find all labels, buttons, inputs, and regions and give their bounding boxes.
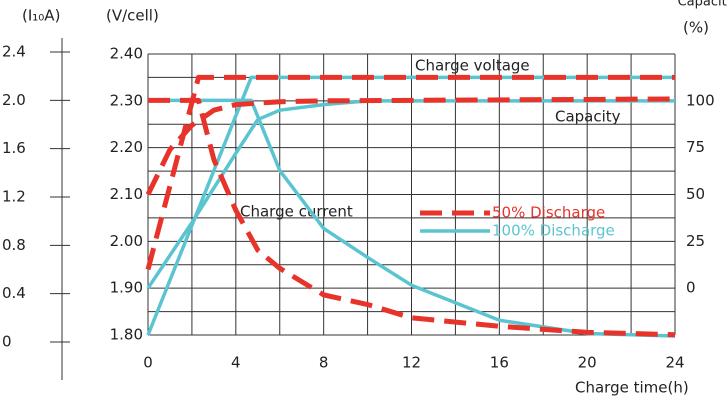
y3-tick-label: 1.2 (2, 188, 26, 206)
annotation: Charge voltage (415, 57, 530, 75)
y3-tick-label: 2.0 (2, 91, 26, 109)
x-axis-label: Charge time(h) (575, 379, 689, 397)
x-tick-label: 8 (319, 354, 329, 372)
current-axis-label: (I₁₀A) (22, 7, 60, 25)
y2-tick-label: 75 (686, 138, 705, 156)
y-tick-label: 2.30 (110, 91, 143, 109)
x-tick-label: 16 (490, 354, 509, 372)
y3-tick-label: 1.6 (2, 139, 26, 157)
series-line (145, 96, 676, 196)
y-tick-label: 2.40 (110, 45, 143, 63)
y2-tick-label: 25 (686, 232, 705, 250)
annotation: Charge current (240, 203, 353, 221)
x-tick-label: 24 (665, 354, 684, 372)
y2-tick-label: 0 (686, 279, 696, 297)
annotation: Capacity (555, 108, 621, 126)
x-tick-label: 0 (143, 354, 153, 372)
x-tick-label: 20 (578, 354, 597, 372)
capacity-unit: (%) (683, 19, 709, 37)
y2-tick-label: 50 (686, 185, 705, 203)
y-tick-label: 2.10 (110, 185, 143, 203)
y3-tick-label: 2.4 (2, 43, 26, 61)
x-tick-label: 12 (402, 354, 421, 372)
y-tick-label: 1.90 (110, 279, 143, 297)
y3-tick-label: 0 (2, 333, 12, 351)
x-tick-label: 4 (231, 354, 241, 372)
y-tick-label: 2.00 (110, 232, 143, 250)
y2-tick-label: 100 (686, 91, 715, 109)
series-line (145, 74, 675, 271)
y-tick-label: 1.80 (110, 326, 143, 344)
capacity-axis-label: Capacity (678, 0, 727, 10)
legend-label: 100% Discharge (492, 222, 615, 240)
y3-tick-label: 0.4 (2, 284, 26, 302)
legend-label: 50% Discharge (492, 204, 605, 222)
series-line (148, 97, 676, 338)
voltage-axis-label: (V/cell) (106, 7, 159, 25)
y-tick-label: 2.20 (110, 138, 143, 156)
y3-tick-label: 0.8 (2, 236, 26, 254)
